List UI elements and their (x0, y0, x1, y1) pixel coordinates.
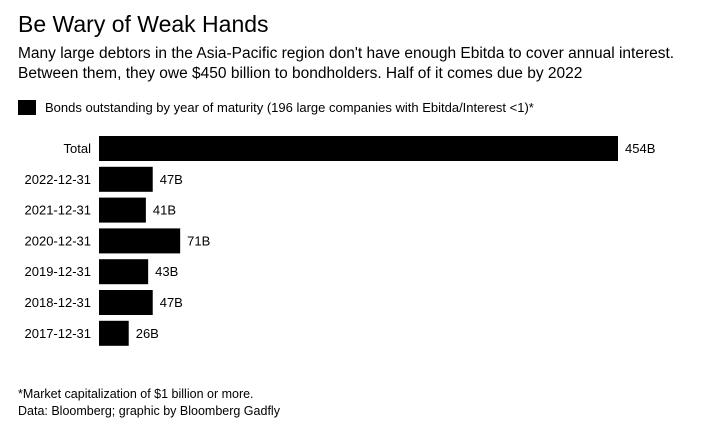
footnote: *Market capitalization of $1 billion or … (18, 387, 254, 401)
bar-chart: Total 454B 2022-12-31 47B 2021-12-31 41B 2020-… (25, 136, 655, 346)
bar (99, 290, 153, 315)
legend: Bonds outstanding by year of maturity (1… (18, 98, 534, 116)
legend-label: Bonds outstanding by year of maturity (1… (45, 99, 534, 115)
bar (99, 136, 618, 161)
chart-subtitle: Many large debtors in the Asia-Pacific r… (18, 45, 675, 82)
value-label: 47B (160, 295, 183, 310)
value-label: 26B (136, 326, 159, 341)
category-label: 2021-12-31 (25, 203, 92, 218)
value-label: 47B (160, 172, 183, 187)
bar (99, 197, 146, 223)
chart-title: Be Wary of Weak Hands (18, 11, 269, 37)
bar (99, 228, 181, 254)
category-label: 2018-12-31 (25, 295, 92, 310)
value-label: 71B (187, 233, 210, 248)
category-label: Total (64, 141, 92, 156)
value-label: 43B (155, 264, 178, 279)
source-note: Data: Bloomberg; graphic by Bloomberg Ga… (18, 404, 280, 418)
category-label: 2017-12-31 (25, 326, 92, 341)
value-label: 454B (625, 141, 655, 156)
bar (99, 166, 153, 192)
legend-swatch (18, 99, 36, 115)
category-label: 2019-12-31 (25, 264, 92, 279)
value-label: 41B (153, 203, 176, 218)
category-label: 2020-12-31 (25, 233, 92, 248)
bar (99, 320, 129, 346)
category-label: 2022-12-31 (25, 172, 92, 187)
bar (99, 259, 149, 285)
